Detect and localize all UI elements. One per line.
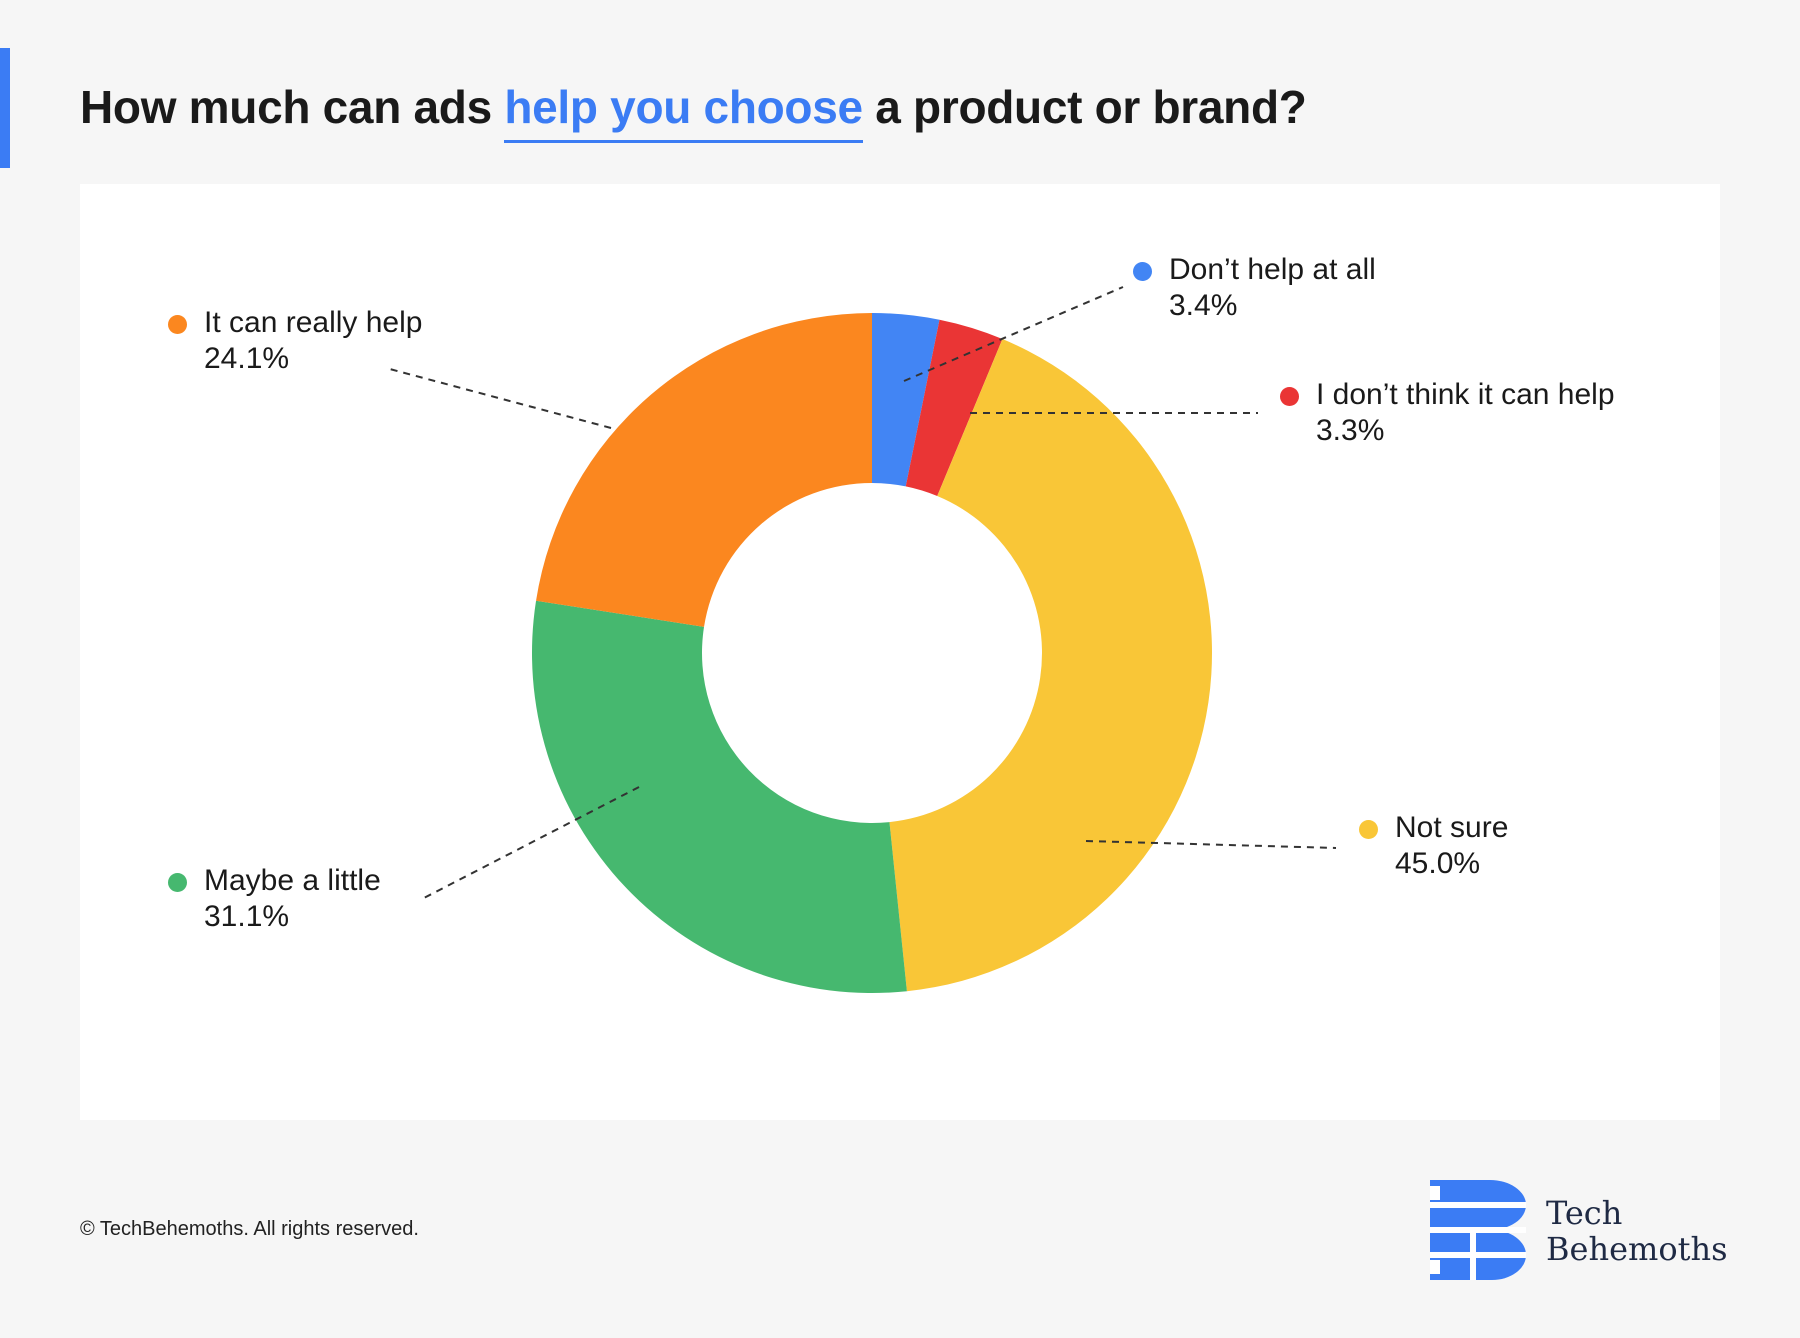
techbehemoths-logo: Tech Behemoths — [1430, 1180, 1730, 1280]
legend-label-maybe-a-little: Maybe a little — [204, 864, 381, 897]
chart-panel: Don’t help at all 3.4% I don’t think it … — [80, 184, 1720, 1120]
legend-dot-dont-help-at-all — [1133, 262, 1152, 281]
leader-line-don-t-help-at-all — [903, 286, 1124, 382]
legend-value-it-can-really-help: 24.1% — [204, 342, 290, 375]
donut-slice-don-t-help-at-all — [872, 313, 940, 487]
accent-bar — [0, 48, 10, 168]
donut-chart — [385, 286, 1337, 993]
donut-slice-not-sure — [889, 339, 1212, 992]
legend-label-dont-think-it-can-help: I don’t think it can help — [1316, 378, 1615, 411]
legend-value-dont-help-at-all: 3.4% — [1169, 289, 1238, 322]
legend-dot-not-sure — [1359, 820, 1378, 839]
chart-title: How much can ads help you choose a produ… — [80, 80, 1307, 143]
legend-value-maybe-a-little: 31.1% — [204, 900, 290, 933]
logo-text-tech: Tech — [1546, 1194, 1623, 1232]
legend-value-not-sure: 45.0% — [1395, 847, 1481, 880]
leader-line-maybe-a-little — [421, 786, 640, 900]
title-start: How much can ads — [80, 81, 505, 133]
leader-line-it-can-really-help — [385, 367, 612, 429]
legend-label-not-sure: Not sure — [1395, 811, 1509, 844]
donut-slice-it-can-really-help — [536, 313, 872, 627]
donut-slice-maybe-a-little — [532, 600, 907, 993]
donut-slice-i-don-t-think-it-can-help — [905, 319, 1003, 497]
legend-dot-it-can-really-help — [168, 315, 187, 334]
title-end: a product or brand? — [862, 81, 1307, 133]
legend-dot-dont-think-it-can-help — [1280, 387, 1299, 406]
legend-dot-maybe-a-little — [168, 873, 187, 892]
leader-line-not-sure — [1085, 840, 1337, 849]
logo-mark-icon — [1430, 1180, 1526, 1280]
copyright-notice: © TechBehemoths. All rights reserved. — [80, 1218, 419, 1240]
title-highlight: help you choose — [504, 80, 863, 143]
legend-label-it-can-really-help: It can really help — [204, 306, 423, 339]
legend-value-dont-think-it-can-help: 3.3% — [1316, 414, 1385, 447]
logo-text-behemoths: Behemoths — [1546, 1230, 1728, 1268]
legend-label-dont-help-at-all: Don’t help at all — [1169, 253, 1376, 286]
